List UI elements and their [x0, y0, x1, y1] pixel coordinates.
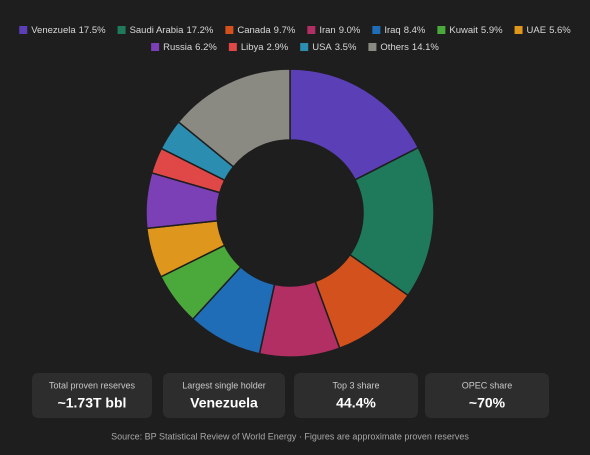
legend-label: Iran 9.0%	[319, 25, 361, 36]
legend-swatch	[117, 26, 126, 34]
legend-name: Saudi Arabia	[130, 25, 185, 36]
legend-label: Venezuela 17.5%	[31, 25, 106, 36]
legend-value: 2.9%	[267, 42, 289, 53]
legend-item: Venezuela 17.5%	[19, 25, 106, 36]
donut-slice	[177, 68, 291, 168]
legend-label: Saudi Arabia 17.2%	[130, 25, 214, 36]
legend-value: 5.6%	[549, 25, 571, 36]
legend-swatch	[151, 43, 160, 51]
legend-item: USA 3.5%	[300, 42, 357, 53]
legend-swatch	[225, 26, 234, 34]
legend-value: 14.1%	[412, 42, 439, 53]
legend-value: 17.2%	[186, 25, 213, 36]
stat-value: ~1.73T bbl	[58, 395, 127, 411]
legend-item: Russia 6.2%	[151, 42, 217, 53]
stat-value: Venezuela	[190, 395, 258, 411]
legend-name: Canada	[237, 25, 271, 36]
legend-item: Canada 9.7%	[225, 25, 296, 36]
legend-label: Canada 9.7%	[237, 25, 295, 36]
legend-swatch	[307, 26, 316, 34]
legend-label: Others 14.1%	[380, 42, 439, 53]
legend-label: UAE 5.6%	[527, 25, 572, 36]
legend-item: Kuwait 5.9%	[437, 25, 503, 36]
stat-card	[32, 373, 152, 418]
legend-row: Russia 6.2% Libya 2.9% USA 3.5% Others 14.1%	[151, 42, 439, 53]
legend-swatch	[368, 43, 377, 51]
legend-item: Others 14.1%	[368, 42, 439, 53]
legend-value: 5.9%	[481, 25, 503, 36]
source-note: Source: BP Statistical Review of World E…	[111, 431, 469, 441]
legend-name: Others	[380, 42, 409, 53]
legend-value: 17.5%	[79, 25, 106, 36]
legend-value: 6.2%	[195, 42, 217, 53]
legend-value: 8.4%	[404, 25, 426, 36]
legend-name: USA	[312, 42, 332, 53]
stat-value: ~70%	[469, 395, 506, 411]
legend-swatch	[19, 26, 28, 34]
legend-name: Venezuela	[31, 25, 76, 36]
legend-item: Iran 9.0%	[307, 25, 361, 36]
stat-label: Largest single holder	[182, 380, 266, 390]
legend-swatch	[372, 26, 381, 34]
legend-value: 9.7%	[274, 25, 296, 36]
legend-name: Kuwait	[449, 25, 478, 36]
stat-label: Top 3 share	[332, 380, 379, 390]
stat-label: OPEC share	[462, 380, 513, 390]
legend-name: UAE	[527, 25, 547, 36]
stat-label: Total proven reserves	[49, 380, 136, 390]
legend-swatch	[514, 26, 523, 34]
legend-name: Iraq	[384, 25, 400, 36]
stat-card	[163, 373, 285, 418]
legend-swatch	[228, 43, 237, 51]
legend-name: Russia	[163, 42, 193, 53]
legend-item: Libya 2.9%	[228, 42, 289, 53]
stat-card	[294, 373, 418, 418]
legend-label: USA 3.5%	[312, 42, 357, 53]
legend-item: Saudi Arabia 17.2%	[117, 25, 214, 36]
legend-name: Iran	[319, 25, 335, 36]
legend-row: Venezuela 17.5% Saudi Arabia 17.2% Canada 9.7…	[19, 25, 571, 36]
legend-value: 3.5%	[335, 42, 357, 53]
legend-item: Iraq 8.4%	[372, 25, 426, 36]
legend-swatch	[300, 43, 309, 51]
legend-value: 9.0%	[339, 25, 361, 36]
stat-value: 44.4%	[336, 395, 376, 411]
legend-label: Kuwait 5.9%	[449, 25, 503, 36]
legend-item: UAE 5.6%	[514, 25, 572, 36]
legend-label: Iraq 8.4%	[384, 25, 426, 36]
stat-card	[425, 373, 549, 418]
legend-label: Libya 2.9%	[241, 42, 289, 53]
legend-swatch	[437, 26, 446, 34]
legend-name: Libya	[241, 42, 264, 53]
legend-label: Russia 6.2%	[163, 42, 217, 53]
